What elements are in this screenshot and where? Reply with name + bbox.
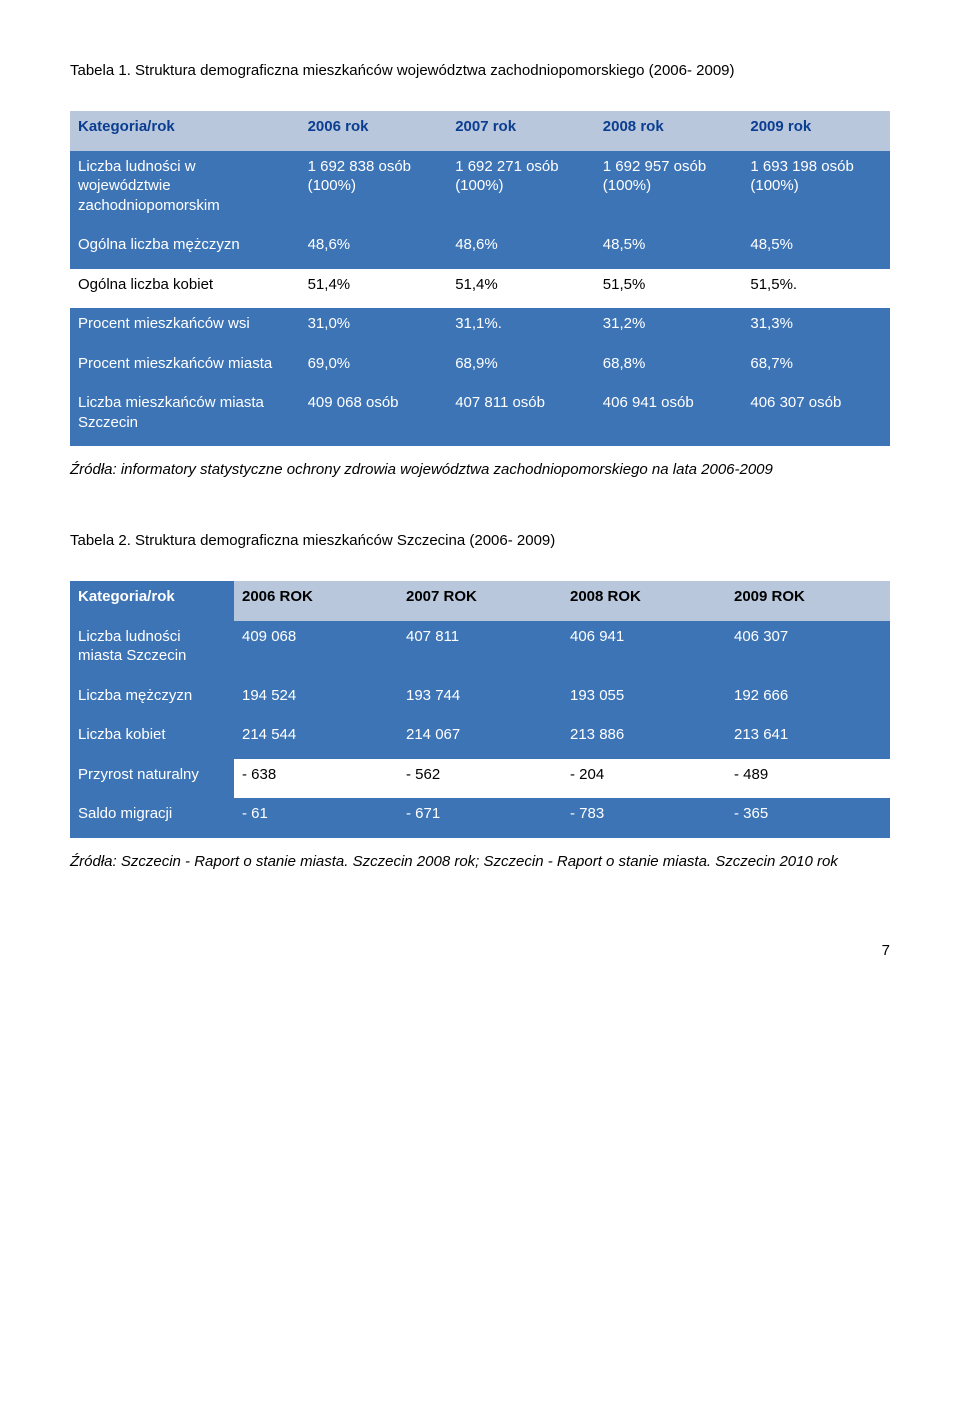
table2-header-cell: 2009 ROK [726, 581, 890, 621]
table1-cell: 1 692 271 osób (100%) [447, 151, 595, 230]
table2-cell: Przyrost naturalny [70, 759, 234, 799]
table2-header-cell: 2006 ROK [234, 581, 398, 621]
table2-cell: 407 811 [398, 621, 562, 680]
table2-header-cell: 2008 ROK [562, 581, 726, 621]
table2-cell: - 638 [234, 759, 398, 799]
table1-cell: Liczba mieszkańców miasta Szczecin [70, 387, 300, 446]
table2-cell: 193 744 [398, 680, 562, 720]
table2-cell: Liczba kobiet [70, 719, 234, 759]
table1-cell: 48,5% [742, 229, 890, 269]
table2-cell: - 489 [726, 759, 890, 799]
table1-cell: 51,5% [595, 269, 743, 309]
table1-header-cell: Kategoria/rok [70, 111, 300, 151]
table1-cell: Procent mieszkańców wsi [70, 308, 300, 348]
table1-cell: 409 068 osób [300, 387, 448, 446]
table2-cell: - 671 [398, 798, 562, 838]
table1-cell: 48,6% [300, 229, 448, 269]
table2-cell: 192 666 [726, 680, 890, 720]
table2-cell: - 204 [562, 759, 726, 799]
table1-cell: 69,0% [300, 348, 448, 388]
table1-cell: 48,5% [595, 229, 743, 269]
table1-cell: 68,8% [595, 348, 743, 388]
table1-header-cell: 2006 rok [300, 111, 448, 151]
table1-cell: 1 692 957 osób (100%) [595, 151, 743, 230]
table2-cell: Liczba mężczyzn [70, 680, 234, 720]
table1-cell: 1 692 838 osób (100%) [300, 151, 448, 230]
table2-cell: 214 067 [398, 719, 562, 759]
table2-cell: 409 068 [234, 621, 398, 680]
table1-source: Źródła: informatory statystyczne ochrony… [70, 460, 890, 480]
table1-cell: 31,3% [742, 308, 890, 348]
table1-header-cell: 2008 rok [595, 111, 743, 151]
table1-cell: Procent mieszkańców miasta [70, 348, 300, 388]
table2-cell: - 783 [562, 798, 726, 838]
table1-cell: 51,4% [300, 269, 448, 309]
table1-cell: Liczba ludności w województwie zachodnio… [70, 151, 300, 230]
table1-header-cell: 2007 rok [447, 111, 595, 151]
table1-cell: 51,4% [447, 269, 595, 309]
table1-cell: 31,1%. [447, 308, 595, 348]
table1-cell: 407 811 osób [447, 387, 595, 446]
table2-cell: - 562 [398, 759, 562, 799]
table1-cell: 68,9% [447, 348, 595, 388]
table2-header-cell: 2007 ROK [398, 581, 562, 621]
table2-cell: 214 544 [234, 719, 398, 759]
table2-cell: 193 055 [562, 680, 726, 720]
table2-header-cell: Kategoria/rok [70, 581, 234, 621]
table2-cell: 406 307 [726, 621, 890, 680]
table2-cell: Saldo migracji [70, 798, 234, 838]
table1-cell: Ogólna liczba kobiet [70, 269, 300, 309]
table2-cell: 194 524 [234, 680, 398, 720]
table1: Kategoria/rok2006 rok2007 rok2008 rok200… [70, 111, 890, 446]
table1-title: Tabela 1. Struktura demograficzna mieszk… [70, 60, 890, 81]
page-number: 7 [70, 942, 890, 959]
table1-cell: 406 941 osób [595, 387, 743, 446]
table2-cell: - 365 [726, 798, 890, 838]
table1-header-cell: 2009 rok [742, 111, 890, 151]
table1-cell: 406 307 osób [742, 387, 890, 446]
table2-cell: Liczba ludności miasta Szczecin [70, 621, 234, 680]
table1-cell: 51,5%. [742, 269, 890, 309]
table2-title: Tabela 2. Struktura demograficzna mieszk… [70, 530, 890, 551]
table2: Kategoria/rok2006 ROK2007 ROK2008 ROK200… [70, 581, 890, 838]
table1-cell: 1 693 198 osób (100%) [742, 151, 890, 230]
table2-cell: - 61 [234, 798, 398, 838]
table1-cell: 31,2% [595, 308, 743, 348]
table2-cell: 213 641 [726, 719, 890, 759]
table1-cell: 68,7% [742, 348, 890, 388]
table1-cell: 48,6% [447, 229, 595, 269]
table2-cell: 406 941 [562, 621, 726, 680]
table2-cell: 213 886 [562, 719, 726, 759]
table1-cell: Ogólna liczba mężczyzn [70, 229, 300, 269]
table1-cell: 31,0% [300, 308, 448, 348]
table2-source: Źródła: Szczecin - Raport o stanie miast… [70, 852, 890, 872]
